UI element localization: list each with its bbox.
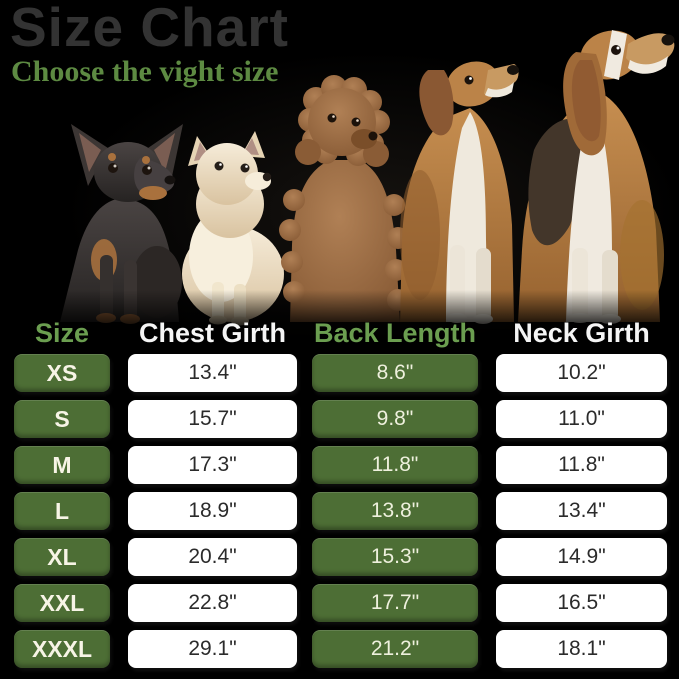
page-title: Size Chart — [10, 0, 289, 58]
column-header-neck-girth: Neck Girth — [513, 317, 650, 348]
dog-lineup-illustration — [0, 0, 679, 352]
chest-girth-cell: 22.8" — [128, 584, 297, 622]
size-cell: L — [14, 492, 110, 530]
hero-photo: Size Chart Choose the vight size — [0, 0, 679, 352]
size-cell: XXL — [14, 584, 110, 622]
table-row-m: M 17.3" 11.8" 11.8" — [0, 446, 679, 484]
back-length-cell: 15.3" — [312, 538, 478, 576]
neck-girth-cell: 10.2" — [496, 354, 667, 392]
back-length-cell: 9.8" — [312, 400, 478, 438]
neck-girth-cell: 16.5" — [496, 584, 667, 622]
table-row-xxl: XXL 22.8" 17.7" 16.5" — [0, 584, 679, 622]
neck-girth-cell: 18.1" — [496, 630, 667, 668]
size-cell: S — [14, 400, 110, 438]
neck-girth-cell: 11.8" — [496, 446, 667, 484]
chest-girth-cell: 18.9" — [128, 492, 297, 530]
table-row-s: S 15.7" 9.8" 11.0" — [0, 400, 679, 438]
back-length-cell: 8.6" — [312, 354, 478, 392]
neck-girth-cell: 14.9" — [496, 538, 667, 576]
column-header-chest-girth: Chest Girth — [138, 317, 286, 348]
table-row-l: L 18.9" 13.8" 13.4" — [0, 492, 679, 530]
page-subtitle: Choose the vight size — [11, 55, 279, 88]
chest-girth-cell: 17.3" — [128, 446, 297, 484]
chest-girth-cell: 15.7" — [128, 400, 297, 438]
table-header-row: Size Chest Girth Back Length Neck Girth — [0, 316, 679, 350]
back-length-cell: 21.2" — [312, 630, 478, 668]
size-table: Size Chest Girth Back Length Neck Girth … — [0, 316, 679, 676]
back-length-cell: 13.8" — [312, 492, 478, 530]
size-cell: XL — [14, 538, 110, 576]
table-row-xl: XL 20.4" 15.3" 14.9" — [0, 538, 679, 576]
back-length-cell: 17.7" — [312, 584, 478, 622]
size-cell: XXXL — [14, 630, 110, 668]
photo-bottom-fade — [0, 290, 679, 352]
neck-girth-cell: 13.4" — [496, 492, 667, 530]
chest-girth-cell: 20.4" — [128, 538, 297, 576]
table-row-xxxl: XXXL 29.1" 21.2" 18.1" — [0, 630, 679, 668]
dog-beagle-large-illustration — [518, 30, 675, 324]
size-cell: XS — [14, 354, 110, 392]
neck-girth-cell: 11.0" — [496, 400, 667, 438]
column-header-size: Size — [34, 317, 90, 348]
column-header-back-length: Back Length — [313, 317, 477, 348]
dog-beagle-illustration — [400, 61, 519, 324]
chest-girth-cell: 29.1" — [128, 630, 297, 668]
table-row-xs: XS 13.4" 8.6" 10.2" — [0, 354, 679, 392]
size-cell: M — [14, 446, 110, 484]
back-length-cell: 11.8" — [312, 446, 478, 484]
chest-girth-cell: 13.4" — [128, 354, 297, 392]
